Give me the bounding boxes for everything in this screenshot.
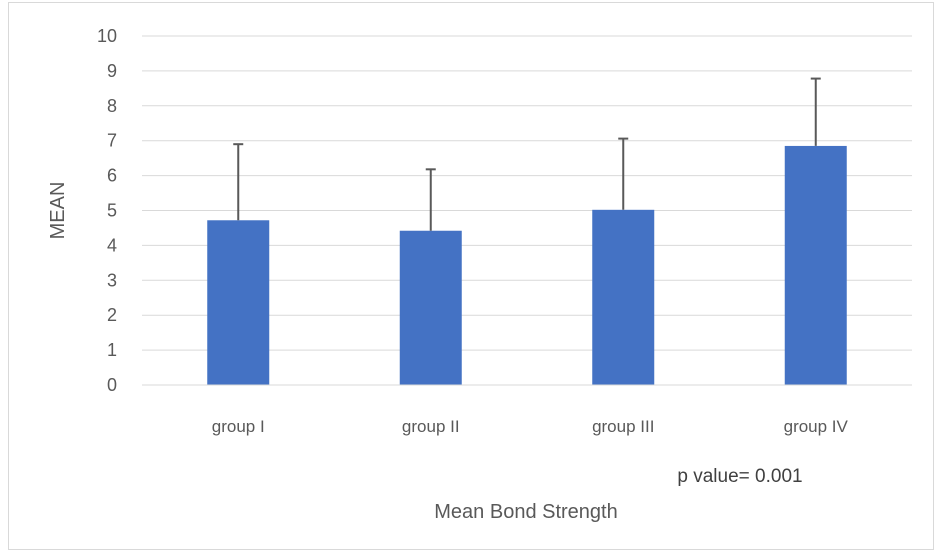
bar bbox=[207, 220, 270, 385]
bar bbox=[399, 230, 462, 385]
y-tick-label: 3 bbox=[107, 270, 117, 290]
y-tick-label: 4 bbox=[107, 235, 117, 255]
x-category-label: group I bbox=[212, 417, 265, 436]
error-bars bbox=[233, 77, 821, 231]
gridlines bbox=[142, 35, 912, 351]
y-tick-label: 10 bbox=[97, 26, 117, 46]
y-tick-label: 5 bbox=[107, 201, 117, 221]
bar bbox=[784, 145, 847, 385]
y-tick-label: 8 bbox=[107, 96, 117, 116]
y-axis-ticks: 0 1 2 3 4 5 6 7 8 9 10 bbox=[97, 26, 117, 395]
x-axis-title: Mean Bond Strength bbox=[434, 501, 617, 523]
bars bbox=[207, 145, 847, 385]
p-value-annotation: p value= 0.001 bbox=[677, 466, 802, 487]
x-category-label: group IV bbox=[784, 417, 849, 436]
y-tick-label: 9 bbox=[107, 61, 117, 81]
y-tick-label: 7 bbox=[107, 131, 117, 151]
y-tick-label: 1 bbox=[107, 340, 117, 360]
y-tick-label: 6 bbox=[107, 166, 117, 186]
y-tick-label: 2 bbox=[107, 305, 117, 325]
y-tick-label: 0 bbox=[107, 375, 117, 395]
y-axis-title: MEAN bbox=[47, 182, 69, 240]
chart-frame bbox=[8, 2, 934, 550]
x-axis-categories: group I group II group III group IV bbox=[212, 417, 849, 436]
bar bbox=[592, 209, 655, 385]
x-category-label: group II bbox=[402, 417, 460, 436]
x-category-label: group III bbox=[592, 417, 654, 436]
